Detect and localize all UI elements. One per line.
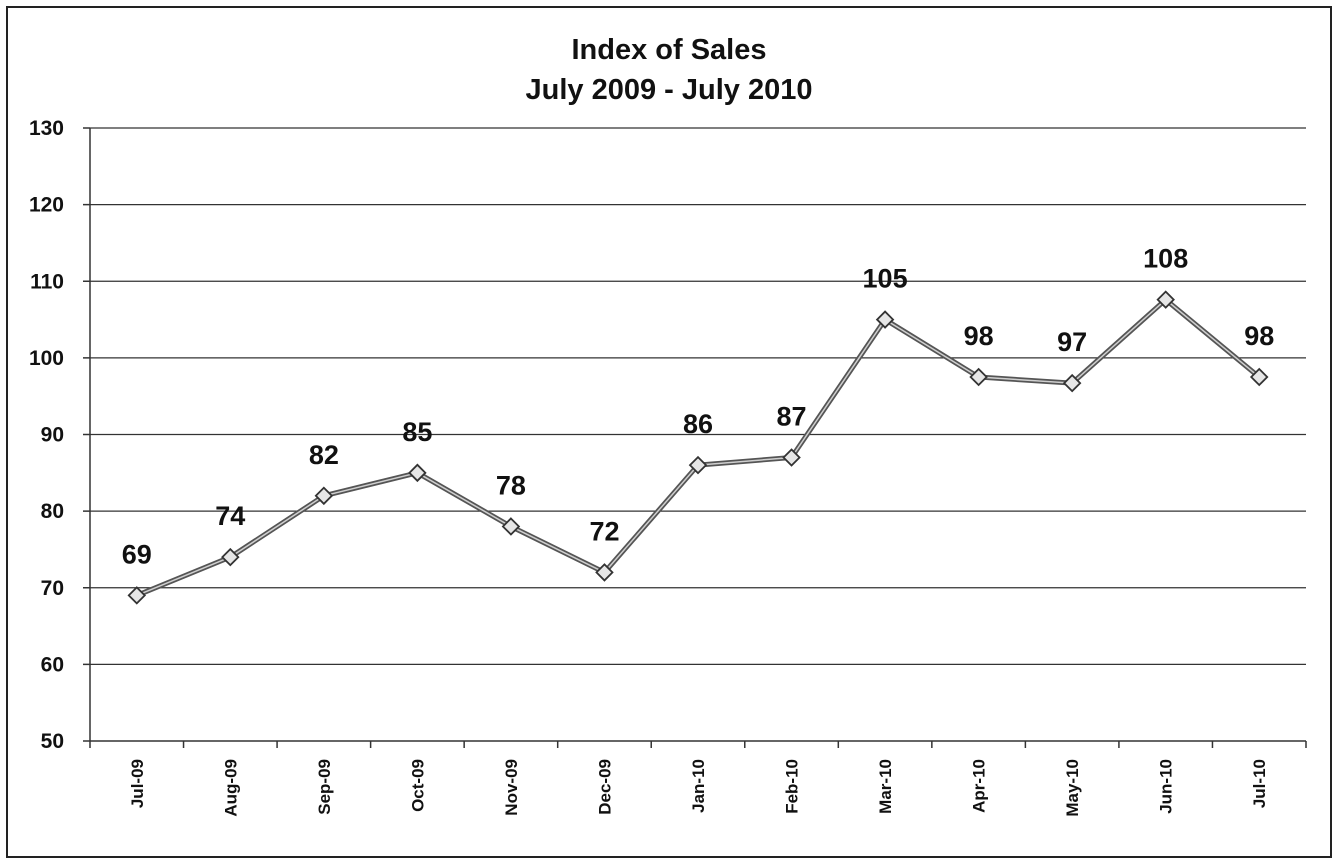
data-label: 78 [496,470,526,500]
data-label: 72 [589,516,619,546]
data-label: 85 [402,417,432,447]
y-tick-labels: 50 60 70 80 90 100 110 120 130 [29,117,64,753]
y-tick-label: 50 [41,730,64,753]
x-tick-labels: Jul-09 Aug-09 Sep-09 Oct-09 Nov-09 Dec-09 Jan-… [128,759,1269,817]
data-point [1062,373,1082,393]
data-label: 87 [777,401,807,431]
chart-subtitle: July 2009 - July 2010 [525,74,813,106]
x-tick-label: Sep-09 [315,759,334,815]
y-tick-label: 90 [41,424,64,447]
x-tick-label: Jan-10 [689,759,708,813]
data-point [688,455,708,475]
chart-title: Index of Sales [571,34,767,66]
x-tick-label: Oct-09 [408,759,427,812]
data-point [875,310,895,329]
y-tick-label: 130 [29,117,64,140]
y-tick-label: 100 [29,347,64,370]
series-line-inner [136,298,1260,597]
data-point [501,517,521,536]
x-tick-label: Jul-10 [1250,759,1269,808]
data-label: 82 [309,440,339,470]
data-label: 97 [1057,327,1087,357]
data-point [314,486,334,506]
x-tick-label: Apr-10 [970,759,989,813]
y-tick-label: 110 [30,270,64,293]
data-label: 98 [1244,321,1274,351]
x-tick-label: Mar-10 [876,759,895,814]
data-label: 105 [863,264,908,294]
data-point [1156,290,1175,309]
x-tick-label: Nov-09 [502,759,521,816]
chart-frame [6,6,1332,858]
series-line-outer [135,297,1261,598]
data-point [969,367,988,387]
data-label: 98 [964,321,994,351]
x-tick-label: Aug-09 [221,759,240,817]
x-tick-label: Dec-09 [595,759,614,815]
data-labels: 69 74 82 85 78 72 86 87 105 98 97 108 98 [122,244,1275,570]
data-label: 86 [683,409,713,439]
x-tick-label: Jun-10 [1157,759,1176,814]
y-tick-label: 120 [29,194,64,217]
series-line [135,297,1261,598]
gridlines [90,127,1306,665]
y-tick-label: 60 [41,653,64,676]
axes [83,127,1307,748]
y-tick-label: 80 [41,500,64,523]
data-point [782,448,801,467]
data-point [595,563,614,582]
x-tick-label: Jul-09 [128,759,147,808]
data-point [221,547,240,567]
y-tick-label: 70 [41,577,64,600]
data-point [1249,367,1269,387]
data-point [127,586,147,605]
data-label: 108 [1143,244,1188,274]
data-markers [127,290,1269,605]
x-tick-label: Feb-10 [783,759,802,814]
data-label: 74 [215,501,245,531]
data-point [408,463,427,483]
x-tick-label: May-10 [1063,759,1082,817]
data-label: 69 [122,539,152,569]
